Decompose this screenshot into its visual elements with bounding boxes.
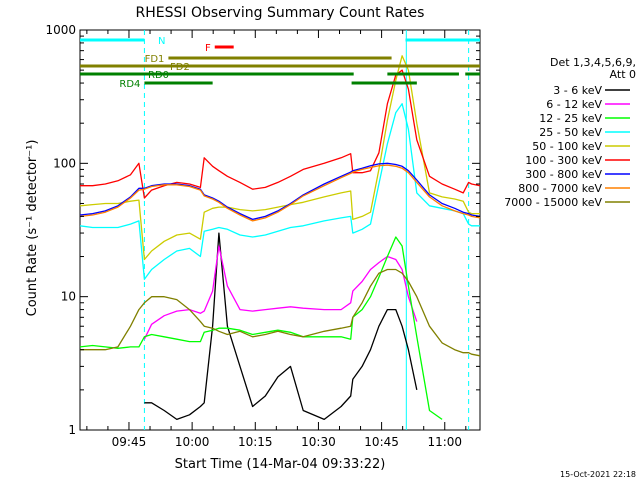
timestamp: 15-Oct-2021 22:18 xyxy=(560,470,636,479)
y-tick-label: 10 xyxy=(61,290,76,304)
legend-label-6: 300 - 800 keV xyxy=(525,168,602,181)
y-tick-label: 1000 xyxy=(45,23,76,37)
series-line-6 xyxy=(79,162,481,221)
series-line-0 xyxy=(144,232,418,421)
flag-label-8: RD4 xyxy=(119,79,140,90)
x-tick-label: 10:00 xyxy=(175,435,210,449)
plot-area xyxy=(79,29,481,431)
series-line-7 xyxy=(79,164,481,222)
x-axis-label: Start Time (14-Mar-04 09:33:22) xyxy=(175,457,386,472)
series-line-2 xyxy=(79,236,443,420)
legend-label-5: 100 - 300 keV xyxy=(525,154,602,167)
legend-label-2: 12 - 25 keV xyxy=(539,112,602,125)
plot-frame xyxy=(79,29,481,431)
flag-label-0: N xyxy=(158,36,165,47)
y-tick-label: 100 xyxy=(53,156,76,170)
flag-label-5: RD0 xyxy=(148,70,169,81)
x-tick-label: 11:00 xyxy=(427,435,462,449)
y-tick-label: 1 xyxy=(68,423,76,437)
y-axis: 1 10 100 1000 xyxy=(45,23,480,437)
x-tick-label: 09:45 xyxy=(112,435,147,449)
flag-label-4: FD2 xyxy=(170,62,190,73)
series-line-8 xyxy=(80,268,481,357)
legend-label-3: 25 - 50 keV xyxy=(539,126,602,139)
series-line-1 xyxy=(143,245,418,340)
legend-title: Det 1,3,4,5,6,9, xyxy=(550,56,636,69)
chart-title: RHESSI Observing Summary Count Rates xyxy=(136,5,425,21)
series-line-3 xyxy=(79,103,480,280)
x-tick-label: 10:15 xyxy=(238,435,273,449)
legend-label-8: 7000 - 15000 keV xyxy=(504,196,602,209)
flag-label-3: FD1 xyxy=(145,54,165,65)
y-axis-label: Count Rate (s⁻¹ detector⁻¹) xyxy=(25,140,40,317)
x-tick-label: 10:45 xyxy=(364,435,399,449)
series-line-5 xyxy=(80,69,481,199)
legend-label-1: 6 - 12 keV xyxy=(546,98,602,111)
flag-label-2: F xyxy=(205,43,211,54)
legend-title: Att 0 xyxy=(610,68,636,81)
legend-label-4: 50 - 100 keV xyxy=(532,140,602,153)
legend-label-0: 3 - 6 keV xyxy=(553,84,602,97)
legend-label-7: 800 - 7000 keV xyxy=(518,182,602,195)
x-tick-label: 10:30 xyxy=(301,435,336,449)
x-axis: 09:45 10:00 10:15 10:30 10:45 11:00 xyxy=(86,30,467,449)
